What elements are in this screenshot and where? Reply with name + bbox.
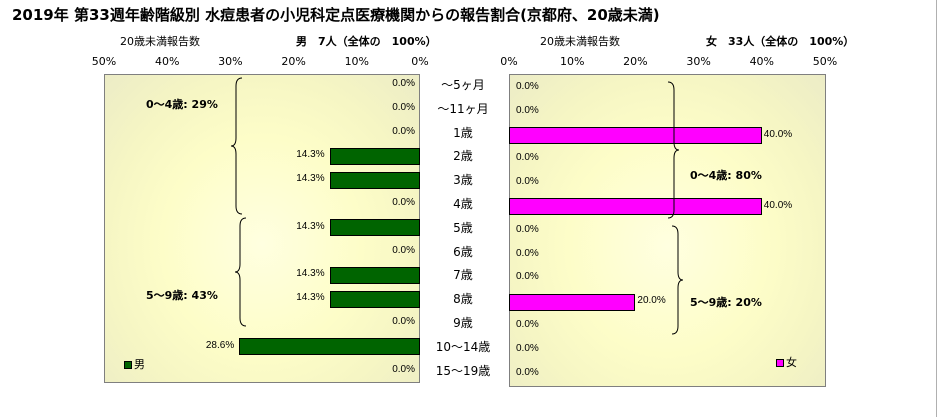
female-value-label: 40.0% bbox=[763, 199, 793, 211]
female-subtitle-right: 女 33人（全体の 100%） bbox=[706, 35, 855, 48]
male-value-label: 0.0% bbox=[392, 196, 415, 208]
male-bar bbox=[329, 171, 420, 189]
male-x-tick-label: 30% bbox=[218, 55, 243, 68]
male-subtitle-right: 男 7人（全体の 100%） bbox=[296, 35, 437, 48]
female-value-label: 0.0% bbox=[516, 223, 539, 235]
age-category-label: 15～19歳 bbox=[435, 363, 491, 378]
female-group-0-4-label: 0～4歳: 80% bbox=[690, 169, 762, 182]
female-bar bbox=[509, 198, 762, 216]
male-bar bbox=[329, 266, 420, 284]
female-brace-0-4 bbox=[667, 81, 680, 219]
age-category-label: 5歳 bbox=[453, 220, 473, 235]
female-legend-label: 女 bbox=[786, 356, 797, 369]
female-legend: 女 bbox=[776, 354, 797, 370]
female-value-label: 0.0% bbox=[516, 104, 539, 116]
female-x-tick-label: 20% bbox=[623, 55, 648, 68]
male-brace-5-9 bbox=[234, 217, 247, 327]
female-legend-swatch bbox=[776, 359, 784, 367]
male-x-tick-label: 0% bbox=[411, 55, 429, 68]
male-value-label: 14.3% bbox=[296, 292, 325, 304]
male-value-label: 0.0% bbox=[392, 77, 415, 89]
female-value-label: 0.0% bbox=[516, 342, 539, 354]
female-value-label: 0.0% bbox=[516, 318, 539, 330]
female-value-label: 0.0% bbox=[516, 176, 539, 188]
male-legend: 男 bbox=[124, 356, 145, 372]
male-subtitle-left: 20歳未満報告数 bbox=[120, 35, 200, 48]
female-value-label: 0.0% bbox=[516, 80, 539, 92]
male-value-label: 0.0% bbox=[392, 244, 415, 256]
age-category-label: 2歳 bbox=[453, 149, 473, 164]
age-category-label: ～5ヶ月 bbox=[441, 77, 485, 92]
female-subtitle-left: 20歳未満報告数 bbox=[540, 35, 620, 48]
male-value-label: 14.3% bbox=[296, 220, 325, 232]
female-x-tick-label: 0% bbox=[500, 55, 518, 68]
male-value-label: 14.3% bbox=[296, 268, 325, 280]
male-bar bbox=[329, 219, 420, 237]
male-brace-0-4 bbox=[230, 77, 243, 215]
male-value-label: 14.3% bbox=[296, 149, 325, 161]
male-value-label: 0.0% bbox=[392, 363, 415, 375]
female-x-tick-label: 30% bbox=[686, 55, 711, 68]
female-value-label: 0.0% bbox=[516, 271, 539, 283]
female-x-tick-label: 10% bbox=[559, 55, 585, 68]
male-x-tick-label: 50% bbox=[91, 55, 117, 68]
male-bar bbox=[239, 338, 420, 356]
male-x-tick-label: 20% bbox=[281, 55, 306, 68]
female-value-label: 40.0% bbox=[763, 128, 793, 140]
male-legend-label: 男 bbox=[134, 358, 145, 371]
age-category-label: 8歳 bbox=[453, 292, 473, 307]
male-group-0-4-label: 0～4歳: 29% bbox=[146, 98, 218, 111]
female-value-label: 0.0% bbox=[516, 247, 539, 259]
male-bar bbox=[329, 147, 420, 165]
male-value-label: 14.3% bbox=[296, 173, 325, 185]
age-category-label: ～11ヶ月 bbox=[437, 101, 489, 116]
age-category-label: 10～14歳 bbox=[435, 339, 491, 354]
age-category-label: 6歳 bbox=[453, 244, 473, 259]
age-category-label: 9歳 bbox=[453, 315, 473, 330]
age-category-label: 7歳 bbox=[453, 268, 473, 283]
male-value-label: 0.0% bbox=[392, 125, 415, 137]
male-legend-swatch bbox=[124, 361, 132, 369]
female-value-label: 20.0% bbox=[637, 295, 666, 307]
female-bar bbox=[509, 127, 762, 144]
male-x-tick-label: 10% bbox=[344, 55, 370, 68]
chart-title: 2019年 第33週年齢階級別 水痘患者の小児科定点医療機関からの報告割合(京都… bbox=[12, 6, 660, 24]
age-category-label: 3歳 bbox=[453, 173, 473, 188]
female-brace-5-9 bbox=[671, 225, 684, 335]
age-category-label: 1歳 bbox=[453, 125, 473, 140]
male-bar bbox=[329, 290, 420, 308]
male-value-label: 28.6% bbox=[205, 339, 235, 351]
male-value-label: 0.0% bbox=[392, 315, 415, 327]
female-x-tick-label: 40% bbox=[749, 55, 775, 68]
female-value-label: 0.0% bbox=[516, 152, 539, 164]
male-group-5-9-label: 5～9歳: 43% bbox=[146, 289, 218, 302]
frame-edge bbox=[936, 0, 937, 417]
female-bar bbox=[509, 293, 636, 311]
female-value-label: 0.0% bbox=[516, 366, 539, 378]
female-group-5-9-label: 5～9歳: 20% bbox=[690, 296, 762, 309]
female-x-tick-label: 50% bbox=[812, 55, 838, 68]
female-plot-area bbox=[509, 74, 826, 387]
male-value-label: 0.0% bbox=[392, 101, 415, 113]
male-x-tick-label: 40% bbox=[154, 55, 180, 68]
age-category-label: 4歳 bbox=[453, 196, 473, 211]
